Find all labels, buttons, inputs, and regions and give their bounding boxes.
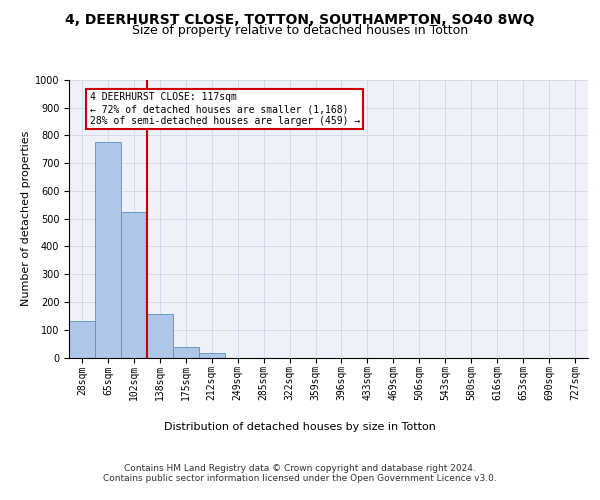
Y-axis label: Number of detached properties: Number of detached properties	[20, 131, 31, 306]
Bar	[69, 320, 95, 358]
Text: 4, DEERHURST CLOSE, TOTTON, SOUTHAMPTON, SO40 8WQ: 4, DEERHURST CLOSE, TOTTON, SOUTHAMPTON,…	[65, 12, 535, 26]
Text: Contains HM Land Registry data © Crown copyright and database right 2024.
Contai: Contains HM Land Registry data © Crown c…	[103, 464, 497, 483]
Text: Distribution of detached houses by size in Totton: Distribution of detached houses by size …	[164, 422, 436, 432]
Text: Size of property relative to detached houses in Totton: Size of property relative to detached ho…	[132, 24, 468, 37]
Bar	[199, 354, 224, 358]
Bar	[147, 314, 173, 358]
Bar	[95, 142, 121, 358]
Text: 4 DEERHURST CLOSE: 117sqm
← 72% of detached houses are smaller (1,168)
28% of se: 4 DEERHURST CLOSE: 117sqm ← 72% of detac…	[90, 92, 360, 126]
Bar	[173, 347, 199, 358]
Bar	[121, 212, 147, 358]
